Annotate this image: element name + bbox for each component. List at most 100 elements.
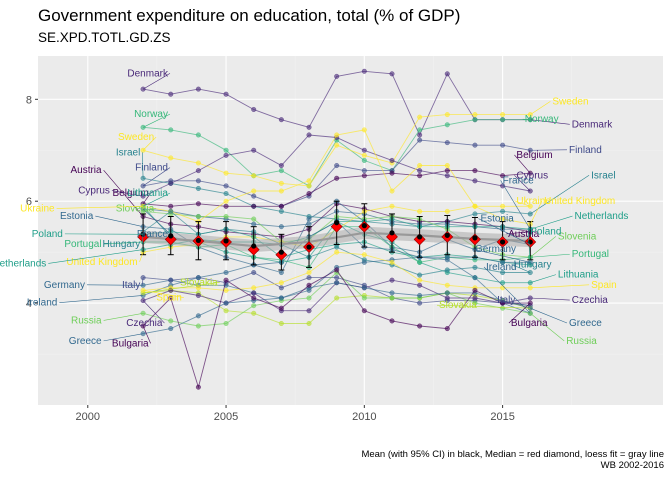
series-point (417, 114, 423, 120)
series-point (168, 155, 174, 161)
series-point (278, 168, 284, 174)
country-label-spain: Spain (156, 293, 182, 304)
series-point (195, 292, 201, 298)
caption-line-2: WB 2002-2016 (600, 460, 664, 471)
series-point (361, 295, 367, 301)
label-leader-united-kingdom (139, 252, 144, 262)
series-point (251, 173, 257, 179)
series-point (417, 323, 423, 329)
label-leader-ukraine (514, 200, 531, 207)
series-point (251, 106, 257, 112)
series-point (251, 216, 257, 222)
series-point (444, 112, 450, 118)
country-labels: Denmark Denmark Norway Norway Sweden Sweden Fi… (0, 68, 628, 349)
country-label-cyprus: Cyprus (516, 170, 548, 181)
x-tick-label: 2000 (76, 411, 100, 423)
median-diamond (247, 243, 260, 256)
series-point (195, 384, 201, 390)
series-point (527, 280, 533, 286)
series-finland (140, 137, 533, 209)
series-point (334, 132, 340, 138)
y-tick-label: 8 (26, 94, 32, 106)
series-point (500, 280, 506, 286)
label-leader-slovenia (143, 208, 157, 212)
series-point (223, 203, 229, 209)
series-point (389, 188, 395, 194)
country-label-estonia: Estonia (60, 211, 94, 222)
series-point (444, 326, 450, 332)
country-label-israel: Israel (116, 147, 140, 158)
country-label-united-kingdom: United Kingdom (544, 196, 615, 207)
series-point (417, 208, 423, 214)
series-point (195, 160, 201, 166)
series-point (444, 173, 450, 179)
series-point (417, 127, 423, 133)
label-leader-belgium (142, 192, 151, 204)
series-point (417, 272, 423, 278)
series-point (306, 295, 312, 301)
country-label-hungary: Hungary (103, 239, 141, 250)
series-point (444, 257, 450, 263)
series-point (389, 170, 395, 176)
series-point (361, 252, 367, 258)
series-point (389, 318, 395, 324)
series-point (417, 168, 423, 174)
label-leader-austria (506, 231, 531, 235)
series-point (472, 168, 478, 174)
series-point (306, 270, 312, 276)
country-label-netherlands: Netherlands (575, 211, 629, 222)
series-point (223, 320, 229, 326)
country-label-estonia: Estonia (480, 214, 514, 225)
series-point (223, 152, 229, 158)
series-point (361, 152, 367, 158)
label-leader-russia (530, 313, 565, 342)
country-label-austria: Austria (508, 229, 540, 240)
series-point (444, 267, 450, 273)
series-point (306, 308, 312, 314)
series-point (168, 180, 174, 186)
series-point (500, 117, 506, 123)
country-label-bulgaria: Bulgaria (112, 338, 149, 349)
series-point (472, 287, 478, 293)
series-point (500, 270, 506, 276)
series-point (472, 203, 478, 209)
series-point (444, 282, 450, 288)
series-point (361, 157, 367, 163)
label-leader-bulgaria (508, 302, 531, 324)
mean-point (306, 244, 312, 250)
series-point (278, 305, 284, 311)
series-point (168, 91, 174, 97)
series-point (334, 249, 340, 255)
series-point (389, 295, 395, 301)
country-label-slovakia: Slovakia (180, 277, 218, 288)
series-point (168, 318, 174, 324)
series-russia (140, 270, 533, 329)
label-leader-bulgaria (142, 325, 151, 344)
label-leader-slovenia (530, 236, 557, 258)
country-label-france: France (503, 175, 535, 186)
series-point (195, 213, 201, 219)
series-point (417, 300, 423, 306)
series-point (223, 213, 229, 219)
country-label-poland: Poland (32, 229, 63, 240)
country-label-russia: Russia (71, 315, 102, 326)
label-leader-russia (103, 312, 144, 321)
series-point (278, 295, 284, 301)
label-leader-finland (142, 167, 171, 187)
median-diamond (164, 233, 177, 246)
series-point (223, 198, 229, 204)
series-point (195, 185, 201, 191)
series-point (306, 183, 312, 189)
country-label-cyprus: Cyprus (78, 186, 110, 197)
series-point (444, 122, 450, 128)
label-leader-greece (530, 307, 568, 324)
label-leader-portugal (530, 253, 570, 258)
series-point (195, 132, 201, 138)
series-point (444, 163, 450, 169)
country-label-slovakia: Slovakia (439, 300, 477, 311)
series-point (444, 140, 450, 146)
series-point (168, 208, 174, 214)
country-label-finland: Finland (135, 163, 168, 174)
series-sweden (140, 112, 533, 189)
label-leader-lithuania (530, 274, 557, 284)
